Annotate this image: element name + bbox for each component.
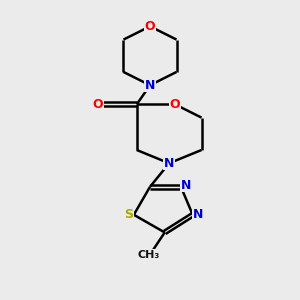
Text: N: N (181, 179, 191, 192)
Text: S: S (124, 208, 133, 221)
Text: N: N (193, 208, 203, 221)
Text: O: O (170, 98, 180, 111)
Text: N: N (164, 157, 174, 170)
Text: O: O (145, 20, 155, 33)
Text: CH₃: CH₃ (137, 250, 160, 260)
Text: N: N (145, 79, 155, 92)
Text: O: O (93, 98, 103, 111)
